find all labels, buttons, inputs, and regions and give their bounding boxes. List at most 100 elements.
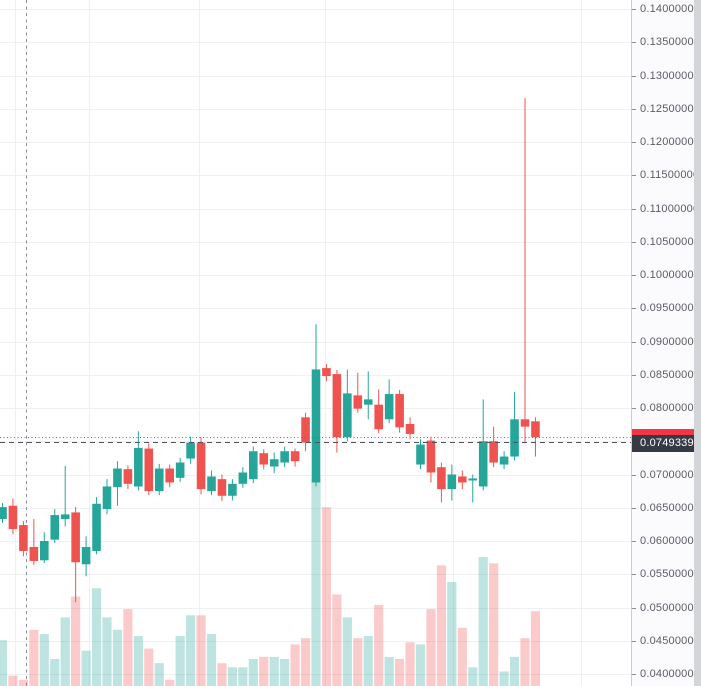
volume-bar [71,596,81,686]
current-price-label: 0.07493391 [632,429,700,452]
tick-mark [632,507,636,509]
candle-body [165,468,174,483]
volume-bar [290,644,300,686]
price-tick-label: 0.12000000 [632,135,700,149]
volume-bar [29,629,39,686]
price-axis[interactable]: 0.07493391 0.14000000 0.13500000 0.1300000… [631,0,700,686]
candle-body [19,525,28,551]
volume-bar [353,638,363,686]
volume-bar [499,671,509,686]
volume-bar [248,658,258,686]
volume-bar [478,557,488,686]
tick-mark [632,142,636,143]
volume-bar [384,656,394,686]
volume-bar [18,679,28,686]
tick-mark [632,42,636,44]
candle-body [280,451,289,463]
candle-body [207,476,216,492]
candle-body [228,483,237,496]
candle-body [478,441,488,487]
candle-body [416,444,425,465]
candle-body [322,368,331,377]
candle-body [489,441,498,463]
tick-mark [632,175,636,177]
candle-body [175,462,185,478]
candle-body [468,478,478,481]
candle-body [217,479,227,496]
candle-body [384,394,394,420]
candle-body [353,395,363,409]
candle-body [92,503,101,551]
candlestick-series [0,98,540,603]
candle-body [447,474,457,490]
candle-body [343,393,352,438]
volume-bar [196,615,206,686]
candle-body [374,404,383,430]
price-tick-label: 0.04500000 [632,634,700,648]
candle-body [71,512,80,563]
candle-body [113,468,122,488]
candle-body [290,451,300,462]
volume-bar [238,667,248,686]
candle-body [154,468,164,492]
candle-body [29,546,39,561]
volume-bar [50,658,60,686]
price-tick-label: 0.11500000 [632,168,699,182]
volume-bar [175,636,185,686]
candle-body [311,369,321,483]
candle-body [332,374,342,438]
tick-mark [632,9,636,10]
tick-mark [632,474,636,476]
price-tick-label: 0.10500000 [632,235,700,249]
volume-bar [321,507,332,686]
candle-body [238,472,248,484]
price-tick-label: 0.12500000 [632,102,700,116]
tick-mark [632,308,636,310]
candle-body [81,546,91,565]
volume-bar [395,658,405,686]
volume-bar [374,604,384,686]
volume-bar [91,588,102,686]
tick-mark [632,674,636,675]
candle-body [301,417,310,443]
candle-body [134,447,143,487]
volume-bar [363,636,373,686]
candle-body [60,514,70,520]
volume-bar [468,667,478,686]
volume-bar [530,611,541,686]
volume-bar [8,675,18,686]
price-tick-label: 0.04000000 [632,667,700,681]
volume-bar [332,594,342,686]
price-tick-label: 0.05000000 [632,601,700,615]
volume-bar [269,656,279,686]
volume-bar [509,656,520,686]
volume-bar [457,627,467,686]
volume-bar [405,642,415,686]
volume-bar [520,638,530,686]
candle-body [259,453,269,465]
volume-bar [342,617,352,686]
price-tick-label: 0.05500000 [632,567,700,581]
volume-bar [112,629,123,686]
volume-bar [81,650,91,686]
volume-bar [144,648,154,686]
price-tick-label: 0.06000000 [632,534,700,548]
candle-body [102,486,112,510]
volume-bar [154,663,164,686]
volume-bar [300,638,311,686]
volume-bar [436,565,446,686]
volume-bar [426,609,436,686]
price-tick-label: 0.09500000 [632,301,700,315]
tick-mark [632,541,636,542]
price-tick-label: 0.09000000 [632,335,700,349]
volume-bar [165,679,175,686]
candle-body [426,440,436,473]
chart-canvas[interactable] [0,0,631,686]
tick-mark [632,640,636,642]
price-tick-label: 0.08500000 [632,368,700,382]
volume-bar [102,617,112,686]
volume-bar [227,667,237,686]
candle-body [363,399,373,405]
tick-mark [632,574,636,576]
